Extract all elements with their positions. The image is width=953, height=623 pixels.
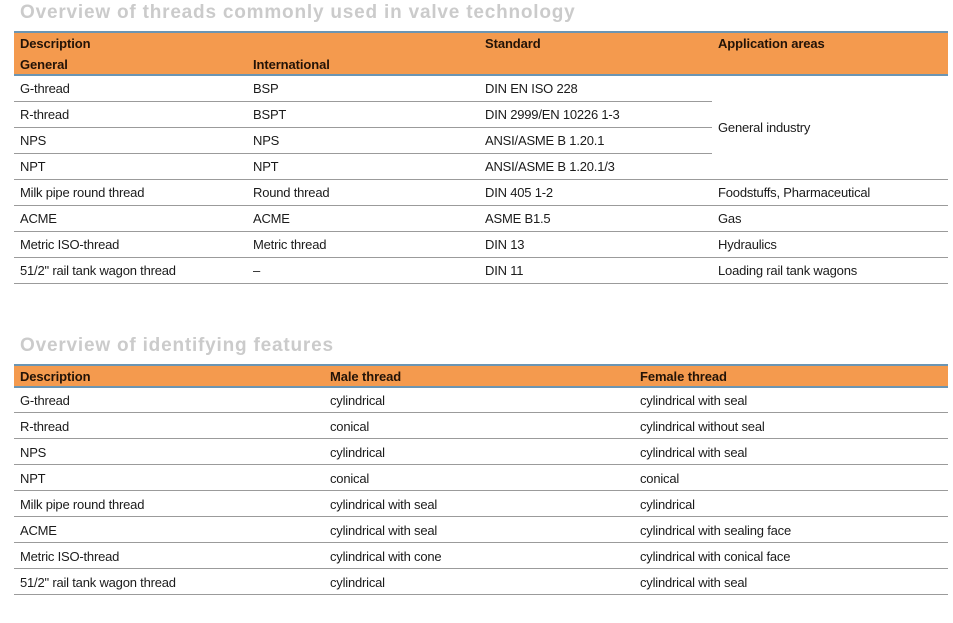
table-row: 51/2" rail tank wagon thread cylindrical c…	[14, 568, 948, 595]
table-cell: DIN EN ISO 228	[479, 75, 713, 102]
table-cell: NPS	[247, 127, 480, 154]
table-cell: BSP	[247, 75, 480, 102]
table-cell: DIN 13	[479, 231, 713, 258]
table-cell: G-thread	[14, 75, 247, 102]
table-row: Milk pipe round thread cylindrical with s…	[14, 490, 948, 517]
table-row: 51/2" rail tank wagon thread – DIN 11 Loadi…	[14, 257, 949, 284]
table-row: NPT NPT ANSI/ASME B 1.20.1/3	[14, 153, 948, 180]
col-header-male-thread: Male thread	[324, 364, 634, 388]
table-cell: cylindrical	[324, 568, 634, 595]
table-cell: DIN 405 1-2	[479, 179, 713, 206]
header-row-sub: General International	[14, 54, 948, 76]
table-cell: cylindrical	[634, 490, 948, 517]
table-cell: conical	[634, 464, 948, 491]
table-cell: NPS	[14, 127, 247, 154]
table-row: NPS cylindrical cylindrical with seal	[14, 438, 948, 465]
table-cell: cylindrical with seal	[324, 490, 634, 517]
table-cell: G-thread	[14, 386, 324, 413]
table-cell: Round thread	[247, 179, 480, 206]
table-cell: BSPT	[247, 101, 480, 128]
table-cell: R-thread	[14, 101, 247, 128]
table-cell: NPS	[14, 438, 324, 465]
col-header-description: Description	[14, 364, 324, 388]
table-cell: Foodstuffs, Pharmaceutical	[712, 179, 949, 206]
section-title-threads: Overview of threads commonly used in val…	[20, 2, 576, 23]
table-row: R-thread conical cylindrical without seal	[14, 412, 948, 439]
table-cell: cylindrical with seal	[634, 438, 948, 465]
table-cell: NPT	[247, 153, 480, 180]
section-title-identifying-features: Overview of identifying features	[20, 334, 334, 356]
threads-table-header: Description Standard Application areas G…	[14, 32, 949, 76]
table-cell: Metric ISO-thread	[14, 231, 247, 258]
table-cell: cylindrical	[324, 438, 634, 465]
table-cell: cylindrical with seal	[634, 568, 948, 595]
table-cell: ACME	[14, 205, 247, 232]
table-cell: ASME B1.5	[479, 205, 713, 232]
table-cell: Milk pipe round thread	[14, 179, 247, 206]
table-cell: Hydraulics	[712, 231, 949, 258]
table-cell: 51/2" rail tank wagon thread	[14, 257, 247, 284]
threads-table: Description Standard Application areas G…	[14, 31, 949, 284]
page: Overview of threads commonly used in val…	[14, 2, 949, 595]
col-header-female-thread: Female thread	[634, 364, 948, 388]
table-row: R-thread BSPT DIN 2999/EN 10226 1-3	[14, 101, 948, 128]
table-cell: cylindrical with cone	[324, 542, 634, 569]
table-cell: Gas	[712, 205, 949, 232]
header-row-top: Description Standard Application areas	[14, 32, 949, 76]
header-row: Description Male thread Female thread	[14, 364, 948, 388]
table-row: NPT conical conical	[14, 464, 948, 491]
col-header-international: International	[247, 54, 480, 76]
table-row: G-thread BSP DIN EN ISO 228 General industr…	[14, 75, 949, 180]
table-cell: –	[247, 257, 480, 284]
table-cell: cylindrical with sealing face	[634, 516, 948, 543]
table-cell: General industry	[712, 75, 949, 180]
table-row: NPS NPS ANSI/ASME B 1.20.1	[14, 127, 948, 154]
table-cell: ACME	[247, 205, 480, 232]
table-cell: Milk pipe round thread	[14, 490, 324, 517]
table-row: Metric ISO-thread cylindrical with cone cy…	[14, 542, 948, 569]
table-cell: DIN 11	[479, 257, 713, 284]
table-cell: conical	[324, 412, 634, 439]
table-cell: R-thread	[14, 412, 324, 439]
col-header-standard: Standard	[479, 32, 713, 76]
identifying-features-header: Description Male thread Female thread	[14, 364, 948, 388]
col-header-application-areas: Application areas	[712, 32, 949, 76]
table-row: Metric ISO-thread Metric thread DIN 13 Hydr…	[14, 231, 949, 258]
table-row: Milk pipe round thread Round thread DIN 40…	[14, 179, 949, 206]
table-cell: ANSI/ASME B 1.20.1/3	[479, 153, 713, 180]
threads-table-body: G-thread BSP DIN EN ISO 228 General industr…	[14, 75, 949, 284]
table-cell: Loading rail tank wagons	[712, 257, 949, 284]
table-cell: Metric ISO-thread	[14, 542, 324, 569]
table-row: ACME cylindrical with seal cylindrical wit…	[14, 516, 948, 543]
table-row: ACME ACME ASME B1.5 Gas	[14, 205, 949, 232]
table-cell: cylindrical	[324, 386, 634, 413]
table-cell: ANSI/ASME B 1.20.1	[479, 127, 713, 154]
table-cell: Metric thread	[247, 231, 480, 258]
table-cell: 51/2" rail tank wagon thread	[14, 568, 324, 595]
table-cell: NPT	[14, 153, 247, 180]
table-cell: ACME	[14, 516, 324, 543]
identifying-features-table: Description Male thread Female thread G-…	[14, 363, 948, 595]
table-row: G-thread cylindrical cylindrical with seal	[14, 386, 948, 413]
table-cell: cylindrical with seal	[324, 516, 634, 543]
table-cell: conical	[324, 464, 634, 491]
table-cell: DIN 2999/EN 10226 1-3	[479, 101, 713, 128]
col-header-description: Description	[14, 32, 480, 54]
table-cell: cylindrical with seal	[634, 386, 948, 413]
identifying-features-body: G-thread cylindrical cylindrical with seal…	[14, 386, 948, 595]
col-header-general: General	[14, 54, 247, 76]
table-cell: cylindrical with conical face	[634, 542, 948, 569]
table-cell: cylindrical without seal	[634, 412, 948, 439]
table-cell: NPT	[14, 464, 324, 491]
